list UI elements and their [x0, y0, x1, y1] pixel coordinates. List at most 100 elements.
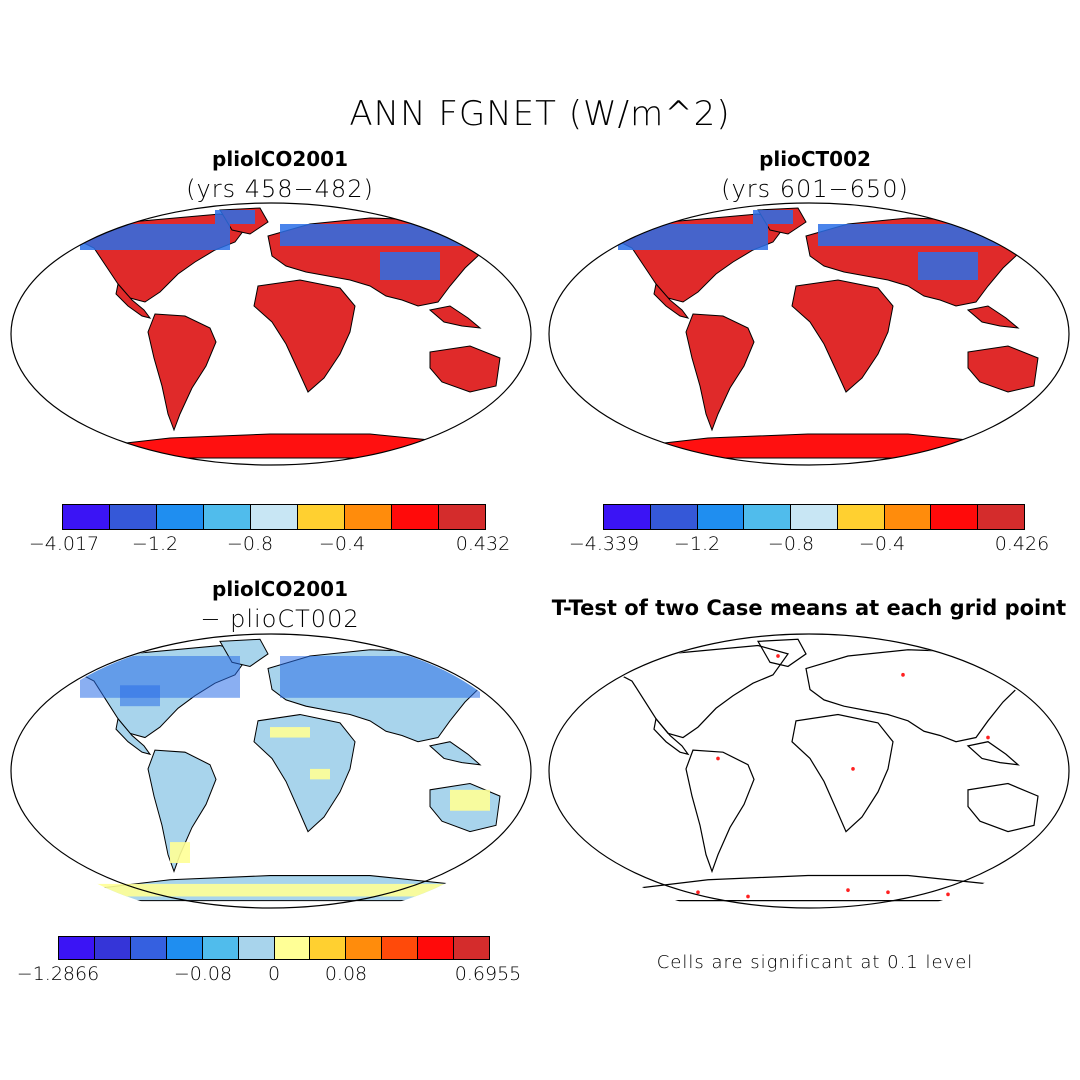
panel-b-subtitle: (yrs 601−650) [721, 175, 909, 203]
map-panel-a [10, 202, 532, 466]
cold-region [380, 252, 440, 280]
continent-africa [253, 279, 356, 393]
colorbar-swatch [345, 505, 392, 529]
continent-seAsia [966, 305, 1020, 329]
continent-seAsia [428, 305, 482, 329]
colorbar-swatch [392, 505, 439, 529]
continent-centralAmerica [653, 282, 690, 319]
continent-australia [429, 345, 501, 393]
colorbar-c-label: 0 [267, 963, 281, 985]
significant-cell [946, 892, 950, 897]
continent-greenland [756, 638, 807, 668]
panel-a-subtitle: (yrs 458−482) [186, 175, 374, 203]
colorbar-c [58, 936, 490, 960]
positive-anomaly-region [170, 842, 190, 863]
colorbar-swatch [63, 505, 110, 529]
colorbar-swatch [298, 505, 345, 529]
cold-region [918, 252, 978, 280]
continent-centralAmerica [115, 717, 152, 756]
colorbar-swatch [382, 937, 419, 959]
colorbar-b-label: −4.339 [568, 533, 640, 555]
continent-australia [967, 345, 1039, 393]
continent-africa [791, 279, 894, 393]
colorbar-a-label: −0.4 [318, 533, 366, 555]
continent-southAmerica [685, 313, 755, 432]
cold-region [80, 224, 230, 250]
panel-d-title: T-Test of two Case means at each grid po… [551, 596, 1067, 620]
colorbar-a-label: −4.017 [28, 533, 100, 555]
positive-anomaly-region [310, 768, 330, 780]
map-panel-d [548, 633, 1070, 909]
cold-region [215, 210, 255, 224]
continent-africa [791, 713, 894, 833]
map-border [10, 633, 532, 909]
significant-cell [1016, 662, 1020, 667]
continent-eurasia [805, 649, 1040, 743]
colorbar-swatch [251, 505, 298, 529]
cold-region [753, 210, 793, 224]
colorbar-swatch [59, 937, 95, 959]
positive-anomaly-region [90, 883, 490, 897]
significant-cell [886, 890, 890, 895]
continent-seAsia [966, 741, 1020, 766]
negative-anomaly-region [280, 656, 480, 698]
colorbar-a-label: 0.432 [455, 533, 511, 555]
continent-southAmerica [685, 749, 755, 874]
continent-southAmerica [147, 313, 217, 432]
colorbar-swatch [130, 937, 167, 959]
continent-centralAmerica [653, 717, 690, 756]
panel-b-title: plioCT002 [759, 147, 871, 171]
cold-region [818, 224, 1018, 246]
significance-note: Cells are significant at 0.1 level [656, 952, 974, 973]
colorbar-swatch [346, 937, 383, 959]
map-panel-c [10, 633, 532, 909]
colorbar-a [62, 504, 486, 530]
map-panel-b [548, 202, 1070, 466]
colorbar-swatch [744, 505, 792, 529]
colorbar-swatch [454, 937, 490, 959]
significant-cell [901, 672, 905, 677]
colorbar-swatch [310, 937, 347, 959]
continent-africa [253, 714, 356, 833]
colorbar-c-label: 0.08 [324, 963, 368, 985]
colorbar-swatch [931, 505, 979, 529]
continent-antarctica [626, 433, 1019, 459]
continent-australia [967, 782, 1039, 833]
map-border [10, 202, 532, 466]
panel-c-subtitle: − plioCT002 [200, 605, 360, 633]
cold-region [618, 224, 768, 250]
significant-cell [976, 888, 980, 893]
significant-cell [716, 756, 720, 761]
significant-cell [696, 890, 700, 895]
colorbar-c-label: −1.2866 [16, 963, 100, 985]
colorbar-swatch [837, 505, 885, 529]
cold-region [280, 224, 480, 246]
colorbar-swatch [978, 505, 1025, 529]
colorbar-a-label: −1.2 [131, 533, 179, 555]
continent-northAmerica [606, 644, 790, 739]
colorbar-swatch [650, 505, 698, 529]
significant-cell [776, 654, 780, 658]
colorbar-swatch [418, 937, 455, 959]
significant-cell [846, 888, 850, 893]
panel-a-title: pliolCO2001 [212, 147, 348, 171]
colorbar-b-label: −1.2 [673, 533, 721, 555]
continent-centralAmerica [115, 282, 152, 319]
continent-antarctica [88, 433, 481, 459]
colorbar-swatch [166, 937, 203, 959]
main-title: ANN FGNET (W/m^2) [349, 94, 731, 134]
colorbar-swatch [791, 505, 838, 529]
panel-c-title: pliolCO2001 [212, 577, 348, 601]
significant-cell [986, 735, 990, 740]
colorbar-swatch [697, 505, 745, 529]
colorbar-swatch [202, 937, 239, 959]
colorbar-b-label: −0.4 [858, 533, 906, 555]
colorbar-b-label: −0.8 [767, 533, 815, 555]
map-border [548, 202, 1070, 466]
colorbar-swatch [238, 937, 275, 959]
colorbar-b [603, 504, 1025, 530]
continent-antarctica [626, 874, 1019, 902]
significant-cell [746, 894, 750, 899]
significant-cell [851, 767, 855, 771]
positive-anomaly-region [270, 727, 310, 738]
